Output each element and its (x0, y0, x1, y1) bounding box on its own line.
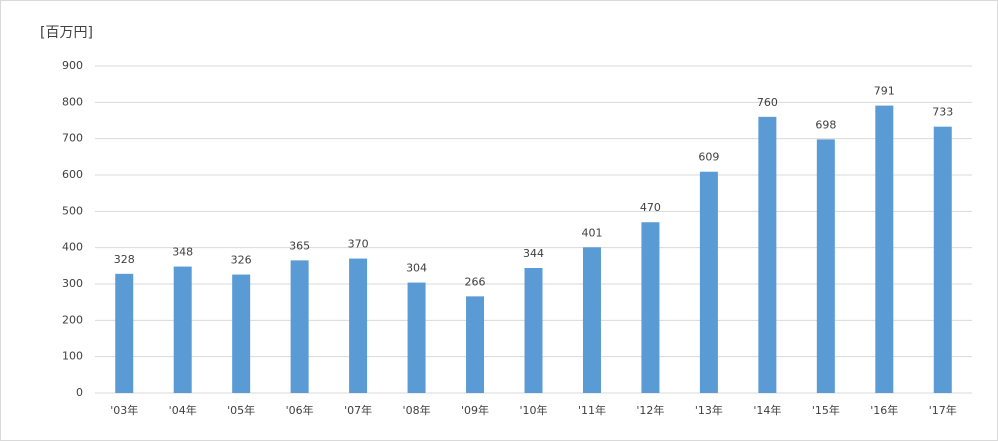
y-tick-label: 200 (62, 313, 83, 326)
value-label: 733 (932, 106, 953, 119)
value-label: 698 (815, 118, 836, 131)
bar (232, 274, 251, 393)
bar (816, 139, 835, 393)
value-label: 370 (348, 238, 369, 251)
value-label: 609 (698, 151, 719, 164)
value-label: 365 (289, 239, 310, 252)
x-tick-label: '04年 (169, 403, 197, 417)
y-tick-label: 300 (62, 277, 83, 290)
value-label: 344 (523, 247, 544, 260)
x-tick-label: '05年 (227, 403, 255, 417)
bar (407, 282, 426, 393)
bar (582, 247, 601, 393)
value-label: 401 (581, 226, 602, 239)
value-label: 304 (406, 262, 427, 275)
bar (349, 258, 368, 393)
x-tick-label: '16年 (870, 403, 898, 417)
bar (290, 260, 309, 393)
x-tick-label: '14年 (753, 403, 781, 417)
x-tick-label: '13年 (695, 403, 723, 417)
bar (758, 116, 777, 393)
x-tick-label: '07年 (344, 403, 372, 417)
bar (699, 171, 718, 393)
y-tick-label: 900 (62, 59, 83, 72)
y-tick-label: 600 (62, 168, 83, 181)
y-tick-label: 500 (62, 204, 83, 217)
bar (524, 268, 543, 393)
x-tick-label: '09年 (461, 403, 489, 417)
bar (173, 266, 192, 393)
y-tick-label: 0 (76, 386, 83, 399)
value-label: 266 (465, 275, 486, 288)
x-tick-label: '03年 (110, 403, 138, 417)
x-tick-label: '10年 (519, 403, 547, 417)
bar (641, 222, 660, 393)
value-label: 326 (231, 254, 252, 267)
value-label: 348 (172, 246, 193, 259)
bar (933, 126, 952, 393)
y-tick-label: 100 (62, 350, 83, 363)
x-tick-label: '06年 (286, 403, 314, 417)
bar (466, 296, 485, 393)
y-tick-label: 800 (62, 95, 83, 108)
x-tick-label: '11年 (578, 403, 606, 417)
y-tick-label: 400 (62, 241, 83, 254)
x-tick-label: '12年 (636, 403, 664, 417)
value-label: 791 (874, 85, 895, 98)
x-tick-label: '08年 (403, 403, 431, 417)
x-tick-label: '15年 (812, 403, 840, 417)
value-label: 470 (640, 201, 661, 214)
value-label: 328 (114, 253, 135, 266)
value-label: 760 (757, 96, 778, 109)
y-tick-label: 700 (62, 132, 83, 145)
x-tick-label: '17年 (929, 403, 957, 417)
bar (875, 105, 894, 393)
y-axis-label: [百万円] (40, 25, 93, 41)
bar (115, 273, 134, 393)
